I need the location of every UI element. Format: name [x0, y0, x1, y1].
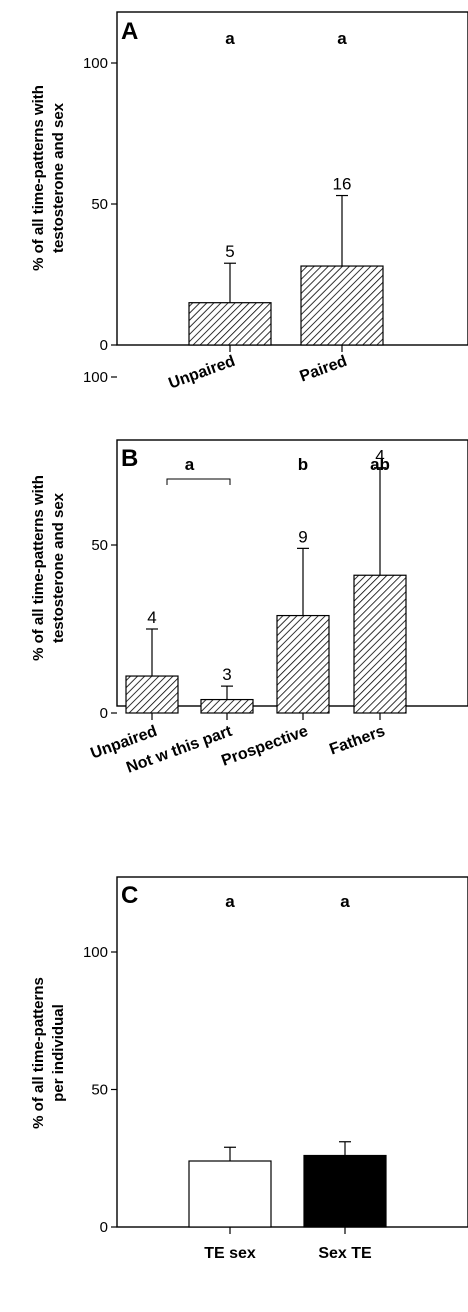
panel-b-sig-label-1: b	[298, 455, 308, 474]
panel-a-bar-0	[188, 302, 272, 346]
panel-b-bar-2	[276, 614, 330, 714]
panel-c-ytick-label-50: 50	[91, 1082, 108, 1099]
panel-a-sig-label-0: a	[225, 29, 235, 48]
panel-c-bar-1	[303, 1154, 387, 1228]
panel-c-bar-0	[188, 1160, 272, 1228]
panel-b-ylabel-line-1: % of all time-patterns with	[30, 475, 47, 661]
panel-c-ytick-label-100: 100	[83, 944, 108, 961]
panel-b-n-label-0: 4	[147, 608, 156, 627]
panel-c-letter: C	[121, 882, 138, 909]
panel-b-n-label-2: 9	[298, 527, 307, 546]
panel-b-ylabel-line-2: testosterone and sex	[50, 492, 67, 643]
panel-a-ylabel-line-2: testosterone and sex	[50, 102, 67, 253]
panel-b-x-label-2: Prospective	[219, 723, 310, 770]
panel-a-ytick-label-100: 100	[83, 55, 108, 72]
panel-a-frame	[116, 11, 468, 346]
panel-c-sig-label-1: a	[340, 892, 350, 911]
panel-b-n-label-1: 3	[222, 665, 231, 684]
panel-b-ytick-label-0: 0	[100, 705, 108, 722]
panel-c-x-label-0: TE sex	[204, 1245, 256, 1262]
panel-a-letter: A	[121, 18, 138, 45]
panel-c-sig-label-0: a	[225, 892, 235, 911]
panel-b-sig-bracket-0	[166, 478, 231, 485]
panel-c-ylabel-line-1: % of all time-patterns	[30, 977, 47, 1129]
panel-c-frame	[116, 876, 468, 1228]
panel-b-ytick-label-50: 50	[91, 537, 108, 554]
panel-b-n-label-3: 4	[375, 447, 384, 466]
panel-b-letter: B	[121, 445, 138, 472]
panel-b-x-label-3: Fathers	[327, 723, 387, 759]
panel-a-n-label-0: 5	[225, 242, 234, 261]
panel-a-bar-1	[300, 265, 384, 346]
panel-c-ytick-label-0: 0	[100, 1219, 108, 1236]
panel-c-plot: 0 50 100 TE sex Sex TE a a	[83, 892, 387, 1262]
panel-a-plot: 0 50 100 5 Unpaired 16 Paired a a	[83, 29, 384, 393]
panel-c-x-label-1: Sex TE	[318, 1245, 372, 1262]
panel-a-x-label-1: Paired	[298, 353, 350, 386]
panel-a-n-label-1: 16	[333, 175, 352, 194]
panel-b-bar-0	[125, 675, 179, 714]
panel-a-ytick-label-50: 50	[91, 196, 108, 213]
panel-b-bar-1	[200, 698, 254, 714]
panel-a-ylabel-line-1: % of all time-patterns with	[30, 85, 47, 271]
panel-a-x-label-0: Unpaired	[166, 353, 237, 393]
panel-b-sig-label-2: ab	[370, 455, 390, 474]
panel-b-ytick-label-100: 100	[83, 369, 108, 386]
panel-b: B % of all time-patterns with testostero…	[30, 369, 468, 777]
panel-b-sig-label-0: a	[185, 455, 195, 474]
panel-b-bar-3	[353, 574, 407, 714]
panel-c: C % of all time-patterns per individual …	[30, 876, 468, 1262]
panel-c-ylabel-line-2: per individual	[50, 1004, 67, 1102]
panel-a-ytick-label-0: 0	[100, 337, 108, 354]
panel-a: A % of all time-patterns with testostero…	[30, 11, 468, 393]
panel-a-sig-label-1: a	[337, 29, 347, 48]
